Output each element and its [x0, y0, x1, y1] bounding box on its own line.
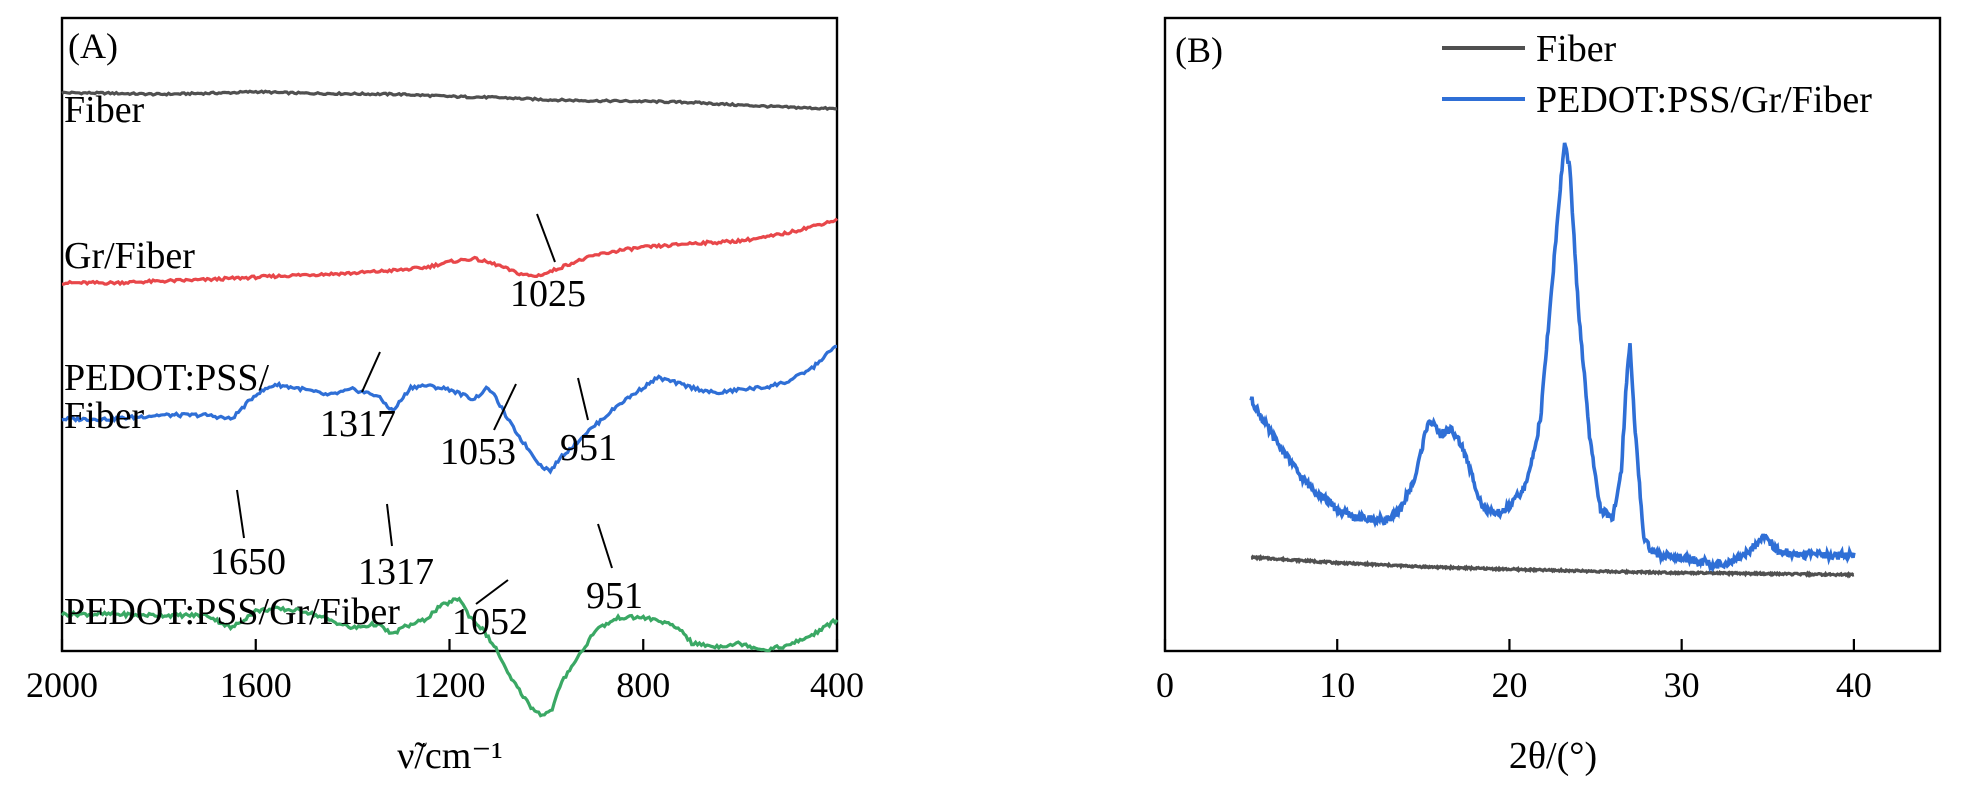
- leader-1053: [493, 383, 517, 431]
- leader-1025: [536, 213, 556, 263]
- annot-1650: 1650: [210, 541, 286, 583]
- legend-label-pedot: PEDOT:PSS/Gr/Fiber: [1536, 79, 1872, 121]
- panel-a: (A) Fiber Gr/Fiber PEDOT:PSS/ Fiber PEDO…: [26, 16, 864, 777]
- x-tick-label-400: 400: [810, 665, 864, 705]
- x-tick-label-1200: 1200: [414, 665, 486, 705]
- panel-b: (B) Fiber PEDOT:PSS/Gr/Fiber 0 10 20 30 40 2…: [1156, 16, 1942, 777]
- x-tick-label-800: 800: [616, 665, 670, 705]
- annot-1052: 1052: [452, 601, 528, 643]
- series-gr-fiber: [61, 217, 839, 287]
- x-tick-label-40: 40: [1836, 665, 1872, 705]
- leader-1052: [475, 579, 509, 605]
- legend-label-fiber: Fiber: [1536, 28, 1617, 70]
- x-tick-label-10: 10: [1319, 665, 1355, 705]
- x-tick-label-0: 0: [1156, 665, 1174, 705]
- panel-a-x-axis-label: ν̃/cm⁻¹: [397, 735, 503, 777]
- label-pedot-pss-fiber-line1: PEDOT:PSS/: [64, 357, 270, 399]
- leader-951-b: [597, 523, 613, 569]
- annot-1317-a: 1317: [320, 403, 396, 445]
- panel-b-label: (B): [1175, 30, 1223, 70]
- label-fiber: Fiber: [64, 89, 145, 131]
- annot-951-b: 951: [586, 575, 643, 617]
- x-tick-label-30: 30: [1664, 665, 1700, 705]
- series-pedot-pss-fiber: [61, 344, 837, 475]
- x-tick-label-2000: 2000: [26, 665, 98, 705]
- panel-a-x-ticks: 2000 1600 1200 800 400: [26, 639, 864, 705]
- annot-1025: 1025: [510, 273, 586, 315]
- series-pedot-pss-gr-fiber: [60, 596, 839, 718]
- leader-1317-a: [361, 351, 381, 393]
- panel-b-frame: [1163, 16, 1942, 653]
- label-pedot-pss-fiber-line2: Fiber: [64, 395, 145, 437]
- panel-b-x-ticks: 0 10 20 30 40: [1156, 639, 1872, 705]
- leader-1650: [236, 489, 245, 539]
- series-fiber: [61, 89, 838, 111]
- panel-a-frame: [60, 16, 839, 653]
- series-pedot-pss-gr-fiber: [1249, 142, 1856, 573]
- annot-1317-b: 1317: [358, 551, 434, 593]
- panel-b-series: [1249, 142, 1856, 579]
- annot-1053: 1053: [440, 431, 516, 473]
- label-pedot-pss-gr-fiber: PEDOT:PSS/Gr/Fiber: [64, 591, 400, 633]
- panel-a-label: (A): [68, 26, 118, 66]
- x-tick-label-20: 20: [1491, 665, 1527, 705]
- annot-951-a: 951: [560, 427, 617, 469]
- panel-b-x-axis-label: 2θ/(°): [1509, 735, 1597, 777]
- leader-951-a: [577, 377, 589, 421]
- legend: Fiber PEDOT:PSS/Gr/Fiber: [1442, 28, 1872, 121]
- leader-1317-b: [386, 503, 393, 547]
- series-fiber: [1250, 554, 1855, 579]
- x-tick-label-1600: 1600: [220, 665, 292, 705]
- label-gr-fiber: Gr/Fiber: [64, 235, 195, 277]
- panel-a-series: [60, 89, 839, 718]
